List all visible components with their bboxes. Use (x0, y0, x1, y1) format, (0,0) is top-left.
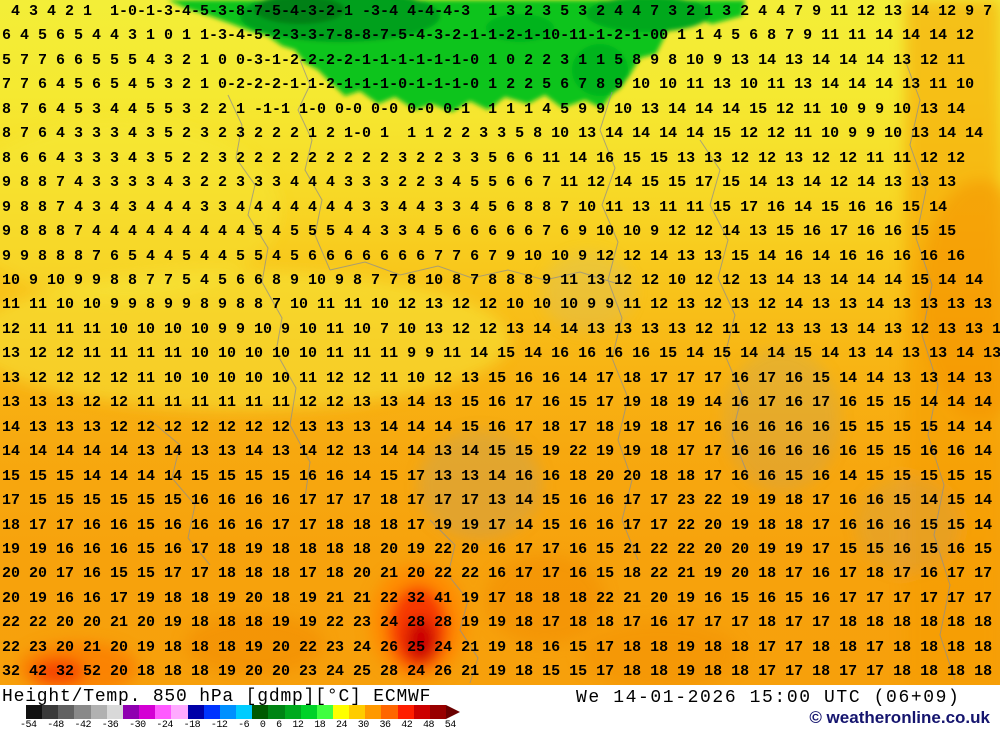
number-row: 7 7 6 4 5 6 5 4 5 3 2 1 0-2-2-2-1-1-2-1-… (2, 76, 975, 94)
scale-segment (316, 705, 333, 719)
legend-bar: Height/Temp. 850 hPa [gdmp][°C] ECMWF We… (0, 685, 1000, 733)
scale-segment (397, 705, 414, 719)
scale-segment (413, 705, 430, 719)
scale-segment (219, 705, 237, 719)
number-row: 12 11 11 11 10 10 10 10 9 9 10 9 10 11 1… (2, 320, 1000, 338)
scale-tick-label: 24 (335, 720, 348, 731)
scale-tick-label: -12 (210, 720, 228, 731)
number-row: 9 9 8 8 8 7 6 5 4 4 5 4 4 5 5 4 5 6 6 6 … (2, 247, 966, 265)
scale-segment (268, 705, 285, 719)
number-row: 22 22 20 20 21 20 19 18 18 18 19 19 22 2… (2, 614, 993, 632)
scale-tick-label: 36 (379, 720, 391, 731)
border-line (599, 91, 639, 561)
scale-tick-label: 48 (423, 720, 435, 731)
scale-tick-label: 42 (401, 720, 413, 731)
scale-segment (42, 705, 59, 719)
number-row: 9 8 8 7 4 3 3 3 3 4 3 2 2 3 3 3 4 4 4 3 … (2, 174, 957, 192)
scale-segment (90, 705, 107, 719)
scale-tick-label: 12 (292, 720, 304, 731)
number-row: 20 20 17 16 15 15 17 17 18 18 18 17 18 2… (2, 565, 993, 583)
scale-segment (171, 705, 188, 719)
number-row: 9 8 8 7 4 3 4 3 4 4 4 3 3 4 4 4 4 4 4 4 … (2, 198, 948, 216)
number-row: 8 7 6 4 3 3 3 4 3 5 2 3 2 3 2 2 2 1 2 1-… (2, 125, 984, 143)
number-row: 9 8 8 8 7 4 4 4 4 4 4 4 4 4 5 4 5 5 5 4 … (2, 223, 957, 241)
scale-tick-label: 30 (357, 720, 370, 731)
border-line (329, 261, 616, 284)
number-row: 10 9 10 9 9 8 8 7 7 5 4 5 6 6 8 9 10 9 8… (2, 271, 984, 289)
geo-borders-overlay (149, 59, 956, 684)
number-row: 22 23 20 21 20 19 18 18 18 19 20 22 23 2… (2, 638, 993, 656)
number-row: 8 6 6 4 3 3 3 4 3 5 2 2 3 2 2 2 2 2 2 2 … (2, 149, 966, 167)
map-title: Height/Temp. 850 hPa [gdmp][°C] ECMWF (2, 687, 432, 707)
number-row: 18 17 17 16 16 15 16 16 16 16 17 17 18 1… (2, 516, 993, 534)
scale-segment (236, 705, 253, 719)
scale-tick-label: 0 (259, 720, 266, 731)
border-line (429, 519, 479, 684)
color-scale-bar (26, 705, 447, 719)
number-row: 13 12 12 11 11 11 11 10 10 10 10 10 11 1… (2, 345, 1000, 363)
border-line (904, 59, 956, 681)
border-line (149, 419, 211, 566)
copyright-link[interactable]: © weatheronline.co.uk (809, 708, 990, 727)
scale-segment (58, 705, 75, 719)
number-row: 19 19 16 16 16 15 16 17 18 19 18 18 18 1… (2, 540, 993, 558)
number-grid: 4 3 4 2 1 1-0-1-3-4-5-3-8-7-5-4-3-2-1 -3… (2, 3, 1000, 681)
number-row: 20 19 16 16 17 19 18 18 19 20 18 19 21 2… (2, 589, 993, 607)
number-row: 14 14 14 14 14 13 14 13 13 14 13 14 12 1… (2, 443, 993, 461)
scale-tick-label: -24 (156, 720, 173, 731)
number-row: 8 7 6 4 5 3 4 4 5 5 3 2 2 1 -1-1 1-0 0-0… (2, 100, 966, 118)
valid-datetime: We 14-01-2026 15:00 UTC (06+09) (576, 688, 961, 708)
number-row: 11 11 10 10 9 9 8 9 9 8 9 8 8 7 10 11 11… (2, 296, 1000, 314)
border-line (699, 139, 749, 476)
scale-segment (26, 705, 43, 719)
scale-segment (203, 705, 220, 719)
number-row: 17 15 15 15 15 15 15 16 16 16 16 17 17 1… (2, 492, 993, 510)
number-row: 14 13 13 13 12 12 12 12 12 12 12 13 13 1… (2, 418, 993, 436)
scale-segment (365, 705, 382, 719)
number-row: 15 15 15 14 14 14 14 15 15 15 15 16 16 1… (2, 467, 993, 485)
scale-tick-label: -54 (20, 720, 37, 731)
number-row: 32 42 32 52 20 18 18 18 19 20 20 23 24 2… (2, 663, 993, 681)
scale-segment (332, 705, 350, 719)
scale-tick-label: -42 (74, 720, 92, 731)
scale-segment (429, 705, 447, 719)
color-scale (26, 705, 460, 719)
scale-tick-label: -36 (101, 720, 119, 731)
scale-segment (349, 705, 366, 719)
color-scale-arrow (446, 705, 460, 719)
scale-tick-label: 18 (314, 720, 326, 731)
scale-segment (155, 705, 172, 719)
scale-tick-label: 6 (276, 720, 282, 731)
number-row: 4 3 4 2 1 1-0-1-3-4-5-3-8-7-5-4-3-2-1 -3… (2, 3, 993, 20)
weather-map: 4 3 4 2 1 1-0-1-3-4-5-3-8-7-5-4-3-2-1 -3… (0, 0, 1000, 685)
scale-segment (284, 705, 301, 719)
temperature-blobs-overlay (0, 0, 1000, 685)
number-row: 6 4 5 6 5 4 4 3 1 0 1 1-3-4-5-2-3-3-7-8-… (2, 27, 975, 45)
number-row: 5 7 7 6 6 5 5 5 4 3 2 1 0 0-3-1-2-2-2-2-… (2, 51, 966, 69)
scale-tick-label: -6 (238, 720, 250, 731)
number-row: 13 13 13 12 12 11 11 11 11 11 11 12 12 1… (2, 394, 993, 412)
border-line (227, 94, 311, 499)
scale-segment (187, 705, 204, 719)
scale-segment (106, 705, 123, 719)
scale-tick-label: -48 (47, 720, 64, 731)
scale-tick-label: -18 (183, 720, 201, 731)
scale-tick-label: -30 (129, 720, 146, 731)
scale-ticks: -54 -48 -42 -36 -30 -24 -18 -12 -6 0 6 12 18 24 30 36 42… (20, 720, 456, 731)
border-line (297, 59, 331, 271)
scale-tick-label: 54 (444, 720, 457, 731)
scale-segment (300, 705, 317, 719)
number-row: 13 12 12 12 12 11 10 10 10 10 10 11 12 1… (2, 369, 993, 387)
scale-segment (139, 705, 156, 719)
scale-segment (252, 705, 269, 719)
scale-segment (122, 705, 140, 719)
scale-segment (381, 705, 398, 719)
scale-segment (74, 705, 91, 719)
